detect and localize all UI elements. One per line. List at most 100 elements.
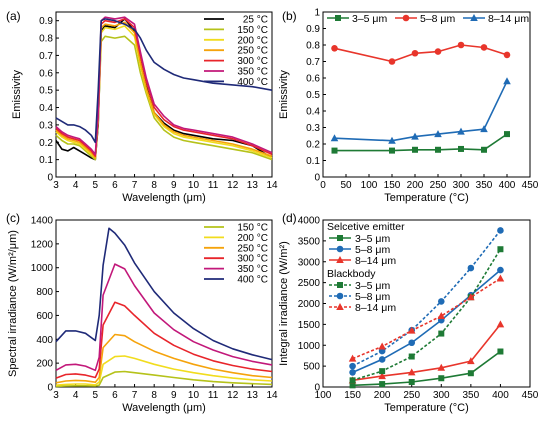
data-point [331, 45, 338, 52]
x-tick-label: 0 [320, 180, 326, 191]
series-line [352, 277, 501, 360]
y-tick-label: 0.3 [39, 120, 53, 131]
data-point [434, 48, 442, 55]
data-point [480, 44, 488, 51]
data-point [457, 127, 465, 135]
data-point [457, 41, 465, 49]
data-point [349, 369, 356, 376]
data-point [467, 357, 475, 365]
x-tick-label: 400 [492, 390, 509, 401]
legend-label: 25 °C [243, 15, 268, 26]
data-point [411, 132, 419, 140]
legend-label: 200 °C [237, 233, 268, 244]
x-tick-label: 450 [522, 390, 539, 401]
x-tick-label: 50 [340, 180, 352, 191]
data-point [503, 51, 511, 59]
legend-marker [336, 256, 344, 263]
legend-label: 3–5 μm [355, 233, 390, 245]
series-line [55, 16, 273, 156]
data-point [349, 382, 356, 389]
series-line [55, 25, 273, 159]
panel-d: 100 150 200 250 300 350 400 450 0 500 1000 1500 2000… [278, 211, 539, 414]
x-tick-label: 3 [53, 390, 59, 401]
y-tick-label: 0.9 [306, 24, 320, 35]
panel-c: 3 4 5 6 7 8 9 10 11 12 13 14 0 200 400 600 800 1000 1200 14… [6, 211, 278, 414]
x-tick-label: 5 [92, 180, 98, 191]
y-tick-label: 0 [314, 383, 320, 394]
x-tick-label: 250 [430, 180, 447, 191]
y-tick-label: 1400 [31, 216, 54, 227]
x-tick-label: 7 [132, 390, 138, 401]
x-tick-label: 12 [227, 390, 239, 401]
legend-marker [470, 14, 478, 21]
series-line [55, 18, 273, 157]
data-point [434, 130, 442, 138]
data-point [437, 363, 446, 371]
x-tick-label: 300 [433, 390, 450, 401]
x-tick-label: 13 [247, 390, 259, 401]
y-tick-label: 0.6 [39, 68, 53, 79]
y-tick-label: 800 [36, 287, 53, 298]
x-axis-label: Wavelength (μm) [122, 402, 206, 414]
y-tick-label: 0.1 [306, 156, 320, 167]
x-tick-label: 8 [151, 390, 157, 401]
y-tick-label: 0.2 [306, 140, 320, 151]
legend-label: 150 °C [237, 25, 268, 36]
panel-label: (d) [282, 211, 297, 225]
data-point [348, 354, 357, 362]
y-axis-label: Emissivity [11, 70, 23, 119]
data-point [497, 246, 504, 253]
data-point [437, 298, 445, 305]
y-tick-label: 1000 [298, 341, 321, 352]
data-point [481, 146, 487, 153]
legend-label: 350 °C [237, 264, 268, 275]
data-point [467, 293, 475, 301]
x-tick-label: 200 [374, 390, 391, 401]
legend-label: 400 °C [237, 77, 268, 88]
data-point [497, 266, 504, 274]
x-tick-label: 4 [73, 390, 79, 401]
data-point [378, 372, 386, 380]
data-point [408, 353, 415, 360]
y-axis-label: Emissivity [278, 70, 290, 119]
x-tick-label: 400 [499, 180, 516, 191]
data-point [412, 146, 418, 153]
panel-b: 0 50 100 150 200 250 300 350 400 450 0 0.1 0.2 0.3 0.4… [278, 8, 539, 205]
data-point [378, 342, 386, 350]
y-tick-label: 0.2 [39, 138, 53, 149]
series-line [55, 21, 273, 159]
series-line [352, 323, 502, 382]
series-line [352, 248, 502, 382]
legend-label: 5–8 μm [355, 291, 390, 303]
data-point [467, 264, 475, 272]
legend-marker [336, 303, 344, 310]
y-tick-label: 0 [47, 383, 53, 394]
y-tick-label: 1000 [31, 263, 54, 274]
legend-label: 200 °C [237, 35, 268, 46]
series-line [55, 370, 273, 388]
x-tick-label: 14 [266, 390, 278, 401]
data-point [379, 381, 386, 388]
x-tick-label: 9 [171, 390, 177, 401]
x-tick-label: 12 [227, 180, 239, 191]
x-tick-label: 450 [522, 180, 539, 191]
data-point [407, 326, 416, 334]
data-point [437, 312, 446, 320]
x-tick-label: 4 [73, 180, 79, 191]
series-line [55, 333, 273, 384]
x-tick-label: 150 [344, 390, 361, 401]
y-tick-label: 0.3 [306, 123, 320, 134]
y-tick-label: 0 [47, 173, 53, 184]
data-point [458, 145, 464, 152]
series-line [55, 301, 273, 379]
legend-marker [337, 282, 343, 288]
legend-group-title: Selcetive emitter [327, 221, 405, 233]
legend-marker [402, 14, 410, 22]
x-tick-label: 350 [463, 390, 480, 401]
legend-marker [335, 15, 341, 21]
panel-label: (c) [6, 211, 20, 225]
data-point [496, 320, 505, 328]
legend-label: 300 °C [237, 56, 268, 67]
y-tick-label: 0.7 [306, 57, 320, 68]
x-tick-label: 10 [188, 390, 200, 401]
